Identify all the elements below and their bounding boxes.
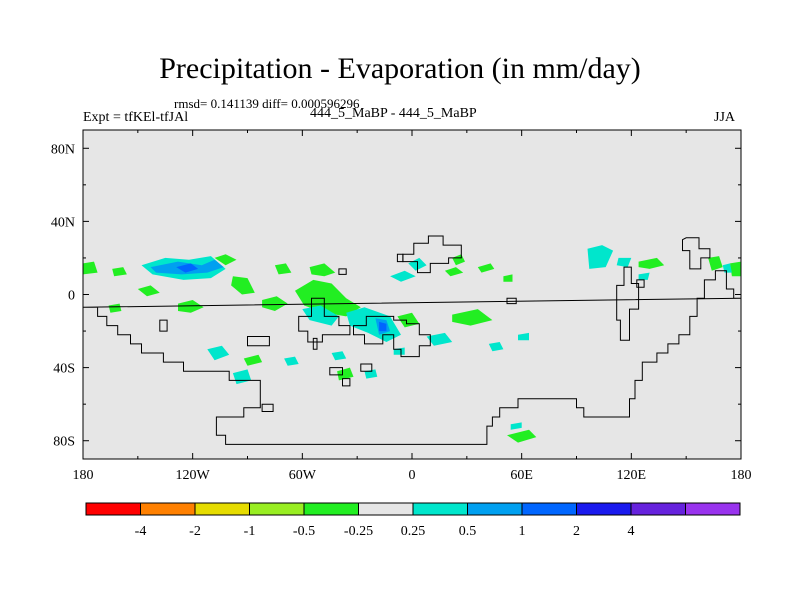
contour-region xyxy=(137,285,160,297)
colorbar-label: -1 xyxy=(244,524,256,539)
coastline xyxy=(616,266,640,341)
contour-region xyxy=(638,257,665,269)
colorbar-box xyxy=(685,502,741,516)
coastline xyxy=(353,315,431,358)
colorbar-label: 4 xyxy=(628,524,635,539)
contour-region xyxy=(390,270,416,282)
coastline xyxy=(636,279,645,288)
contour-region xyxy=(262,296,288,311)
coastline xyxy=(402,235,462,274)
y-tick-label: 0 xyxy=(68,289,75,304)
colorbar-label: -4 xyxy=(135,524,147,539)
contour-region xyxy=(243,354,263,366)
x-tick-label: 120W xyxy=(176,468,211,483)
contour-region xyxy=(730,261,741,277)
x-tick-label: 120E xyxy=(617,468,647,483)
contour-region xyxy=(477,263,495,273)
contour-region xyxy=(108,303,122,313)
plot-background xyxy=(83,130,741,459)
coastline xyxy=(159,319,168,332)
colorbar-box xyxy=(521,502,577,516)
colorbar-box xyxy=(194,502,250,516)
contour-region xyxy=(708,256,723,271)
colorbar-label: -2 xyxy=(189,524,201,539)
season-label: JJA xyxy=(714,110,736,125)
colorbar-box xyxy=(249,502,305,516)
colorbar-box xyxy=(576,502,632,516)
contour-region xyxy=(518,332,529,341)
colorbar-label: -0.25 xyxy=(344,524,373,539)
contour-region xyxy=(444,267,464,277)
contour-region xyxy=(274,263,292,275)
contour-region xyxy=(284,356,299,366)
contour-region xyxy=(452,309,493,326)
x-tick-label: 60E xyxy=(510,468,533,483)
contour-region xyxy=(379,321,387,332)
colorbar-box xyxy=(467,502,523,516)
contour-region xyxy=(337,367,354,381)
coastline xyxy=(506,297,517,305)
experiment-label: Expt = tfKEl-tfJAl xyxy=(83,110,189,125)
contour-region xyxy=(638,272,650,280)
coastline xyxy=(682,237,711,270)
x-tick-label: 0 xyxy=(409,468,416,483)
x-tick-label: 60W xyxy=(289,468,317,483)
x-tick-label: 180 xyxy=(731,468,752,483)
contour-region xyxy=(507,429,537,443)
chart-title: Precipitation - Evaporation (in mm/day) xyxy=(159,52,641,85)
contour-region xyxy=(309,263,336,277)
contour-region xyxy=(616,257,632,268)
contour-region xyxy=(112,267,127,277)
colorbar-label: 0.25 xyxy=(401,524,426,539)
axis-ticks: 180 120W 60W 0 60E 120E 180 80N 40N 0 40S 80S xyxy=(51,130,752,483)
contour-region xyxy=(587,245,614,269)
stats-text: rmsd= 0.141139 diff= 0.000596296 xyxy=(174,96,360,111)
contour-region xyxy=(331,351,347,361)
contour-region xyxy=(178,300,204,313)
x-tick-label: 180 xyxy=(73,468,94,483)
colorbar-box xyxy=(303,502,359,516)
contour-region xyxy=(83,261,98,275)
colorbar-label: 1 xyxy=(519,524,526,539)
coastline xyxy=(261,403,274,412)
coastline xyxy=(247,336,270,347)
colorbar-box xyxy=(630,502,686,516)
colorbar-label: 2 xyxy=(573,524,580,539)
colorbar-box xyxy=(85,502,141,516)
y-tick-label: 80S xyxy=(53,435,75,450)
contour-region xyxy=(231,276,255,295)
colorbar-label: -0.5 xyxy=(293,524,315,539)
contour-region xyxy=(176,263,199,273)
runs-label: 444_5_MaBP - 444_5_MaBP xyxy=(310,106,477,121)
contour-region xyxy=(214,254,237,266)
coastline xyxy=(82,270,742,445)
contour-region xyxy=(510,422,522,430)
contour-region xyxy=(488,342,504,352)
colorbar-label: 0.5 xyxy=(459,524,477,539)
y-tick-label: 40N xyxy=(51,215,75,230)
coastline xyxy=(342,378,351,387)
coastlines xyxy=(82,235,742,445)
y-tick-label: 80N xyxy=(51,142,75,157)
colorbar-box xyxy=(412,502,468,516)
contour-region xyxy=(207,345,230,361)
coastline xyxy=(329,367,343,376)
coastline xyxy=(312,337,318,350)
coastline xyxy=(360,363,373,372)
coastline xyxy=(298,297,351,343)
coastline xyxy=(338,268,347,275)
contour-region xyxy=(426,332,453,346)
y-tick-label: 40S xyxy=(53,362,75,377)
colorbar: -4 -2 -1 -0.5 -0.25 0.25 0.5 1 2 4 xyxy=(85,502,741,539)
colorbar-box xyxy=(358,502,414,516)
contour-region xyxy=(503,274,513,282)
colorbar-box xyxy=(140,502,196,516)
